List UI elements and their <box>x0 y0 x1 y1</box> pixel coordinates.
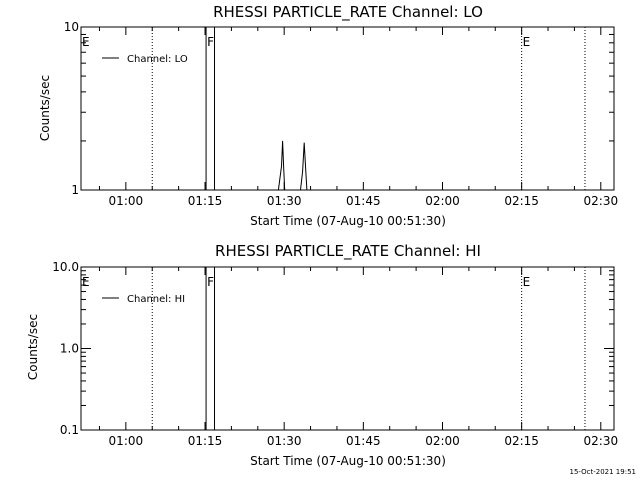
y-tick-label: 0.1 <box>60 423 79 437</box>
y-tick-label: 10 <box>64 20 79 34</box>
x-tick-label: 02:30 <box>584 194 619 208</box>
x-axis-label: Start Time (07-Aug-10 00:51:30) <box>250 214 446 228</box>
x-tick-label: 01:00 <box>109 434 144 448</box>
y-axis-label: Counts/sec <box>38 75 52 141</box>
legend-label: Channel: HI <box>127 294 185 305</box>
flag-label: E <box>82 275 90 289</box>
x-tick-label: 01:15 <box>188 194 223 208</box>
x-tick-label: 01:15 <box>188 434 223 448</box>
data-series-line <box>277 140 308 191</box>
y-tick-label: 10.0 <box>52 260 79 274</box>
x-tick-label: 02:00 <box>425 434 460 448</box>
x-tick-label: 02:30 <box>584 434 619 448</box>
x-axis-label: Start Time (07-Aug-10 00:51:30) <box>250 454 446 468</box>
x-tick-label: 01:30 <box>267 434 302 448</box>
flag-label: F <box>207 275 214 289</box>
x-tick-label: 02:00 <box>425 194 460 208</box>
plot-panel-lo: 10 1 01:00 01:15 01:30 01:45 02:00 02:15 02:30 E F… <box>64 20 618 208</box>
x-tick-label: 01:30 <box>267 194 302 208</box>
x-tick-label: 01:45 <box>346 194 381 208</box>
y-axis-label: Counts/sec <box>26 314 40 380</box>
x-tick-label: 01:00 <box>109 194 144 208</box>
flag-label: F <box>207 35 214 49</box>
y-tick-label: 1 <box>71 183 79 197</box>
x-tick-label: 02:15 <box>504 434 539 448</box>
flag-label: E <box>523 35 531 49</box>
flag-label: E <box>523 275 531 289</box>
x-tick-label: 02:15 <box>504 194 539 208</box>
y-tick-label: 1.0 <box>60 342 79 356</box>
plot-panel-hi: 10.0 1.0 0.1 01:00 01:15 01:30 01:45 02:00 02:15… <box>52 260 618 448</box>
legend: Channel: LO <box>102 54 188 65</box>
timestamp: 15-Oct-2021 19:51 <box>570 468 636 476</box>
legend-label: Channel: LO <box>127 54 188 65</box>
chart-title: RHESSI PARTICLE_RATE Channel: HI <box>215 242 481 261</box>
legend: Channel: HI <box>102 294 185 305</box>
x-tick-label: 01:45 <box>346 434 381 448</box>
axes-frame <box>80 26 615 191</box>
flag-label: E <box>82 35 90 49</box>
chart-title: RHESSI PARTICLE_RATE Channel: LO <box>213 3 483 22</box>
